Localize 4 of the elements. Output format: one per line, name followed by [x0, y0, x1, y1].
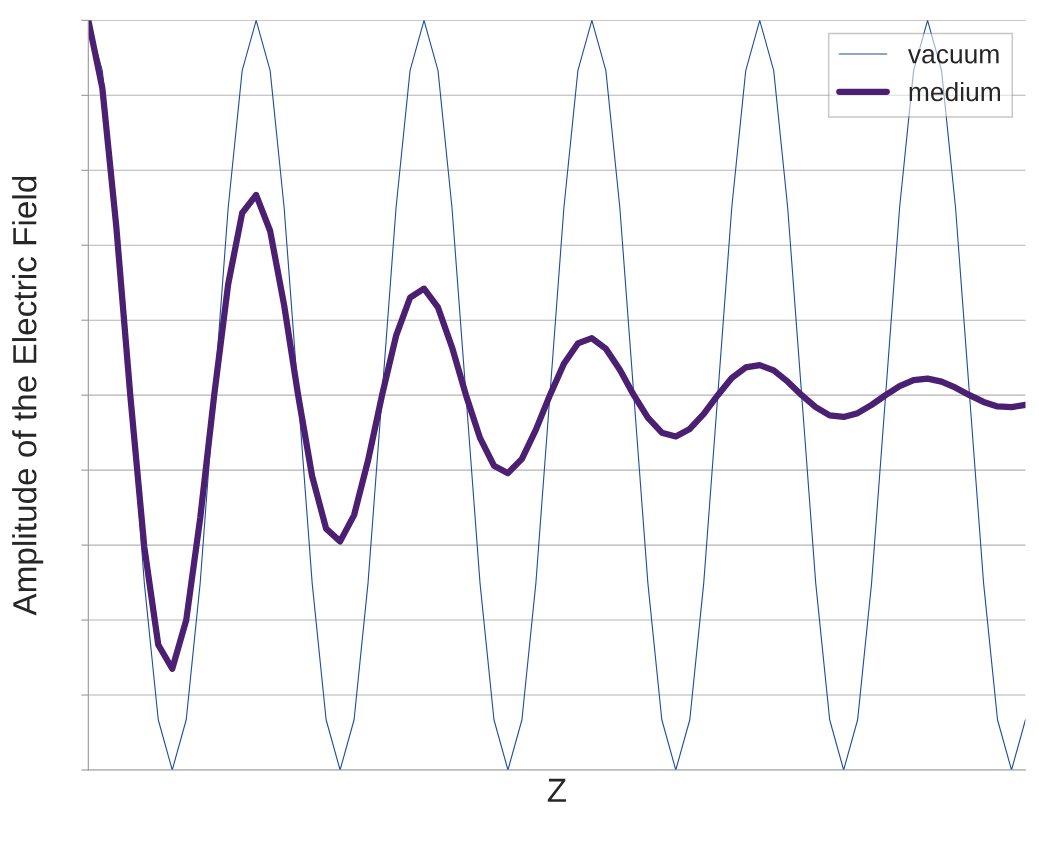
x-axis-title: Z: [547, 778, 567, 802]
y-axis-title: Amplitude of the Electric Field: [12, 176, 44, 616]
legend-label: vacuum: [907, 49, 999, 64]
legend-label: medium: [909, 81, 1001, 102]
